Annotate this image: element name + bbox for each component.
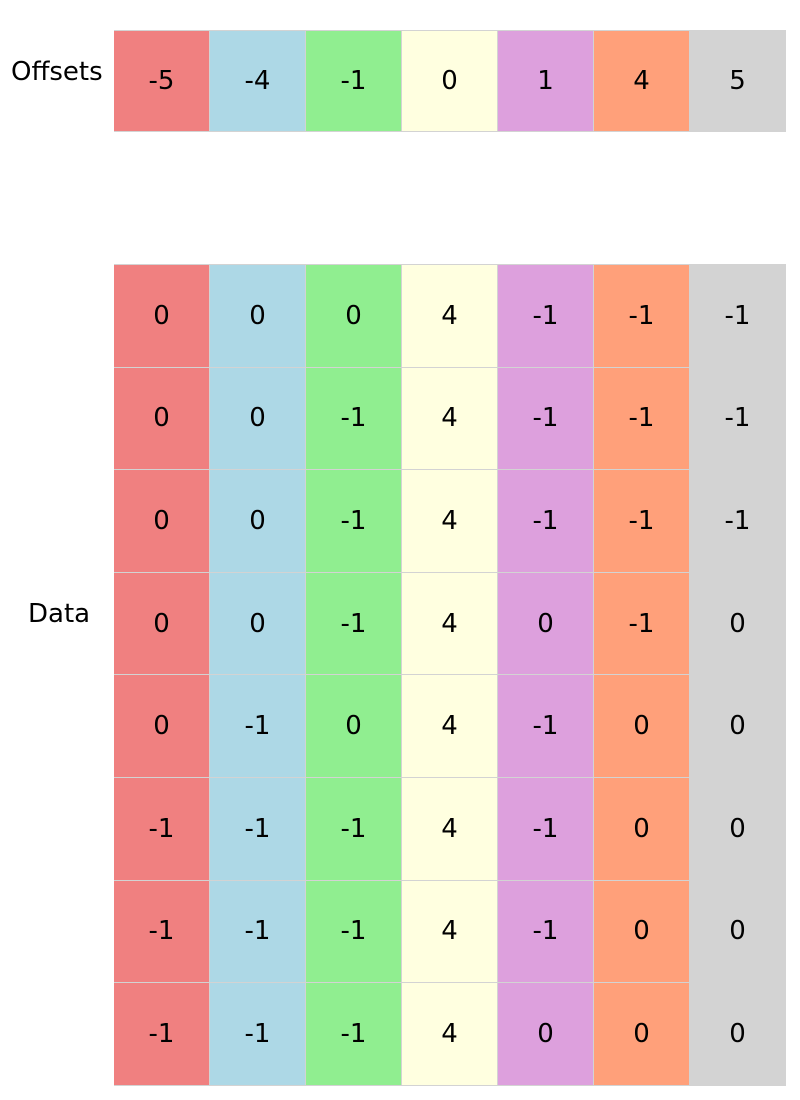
data-cell: 0 [114, 572, 210, 676]
data-cell: -1 [498, 777, 594, 881]
data-cell: 0 [210, 367, 306, 471]
data-cell: 0 [498, 983, 594, 1086]
data-cell: 4 [402, 470, 498, 573]
data-cell: -1 [114, 983, 210, 1086]
data-cell: -1 [114, 880, 210, 984]
data-cell: 4 [402, 675, 498, 778]
data-cell: 0 [210, 572, 306, 676]
data-cell: 4 [402, 880, 498, 984]
data-cell: 0 [114, 265, 210, 368]
data-cell: -1 [306, 572, 402, 676]
data-cell: 0 [690, 983, 786, 1086]
data-cell: 0 [210, 470, 306, 573]
data-cell: 4 [402, 777, 498, 881]
offset-cell: 0 [402, 31, 498, 132]
data-cell: -1 [210, 675, 306, 778]
offsets-label: Offsets [11, 57, 103, 87]
offset-cell: -4 [210, 31, 306, 132]
data-cell: -1 [210, 983, 306, 1086]
data-cell: -1 [498, 880, 594, 984]
data-cell: -1 [594, 367, 690, 471]
data-cell: -1 [594, 572, 690, 676]
data-cell: 0 [594, 880, 690, 984]
data-cell: 0 [690, 777, 786, 881]
data-cell: 0 [594, 983, 690, 1086]
data-label: Data [28, 599, 91, 629]
data-cell: 0 [690, 880, 786, 984]
data-cell: 0 [498, 572, 594, 676]
data-cell: -1 [306, 777, 402, 881]
data-cell: 0 [114, 367, 210, 471]
data-cell: -1 [690, 265, 786, 368]
data-cell: 4 [402, 983, 498, 1086]
data-cell: -1 [594, 265, 690, 368]
data-cell: 0 [690, 572, 786, 676]
data-cell: 0 [690, 675, 786, 778]
data-cell: -1 [498, 367, 594, 471]
offset-cell: 4 [594, 31, 690, 132]
data-cell: -1 [498, 265, 594, 368]
data-cell: -1 [306, 880, 402, 984]
data-cell: 0 [594, 675, 690, 778]
data-cell: 0 [306, 265, 402, 368]
data-cell: -1 [114, 777, 210, 881]
data-cell: -1 [210, 880, 306, 984]
data-cell: -1 [306, 367, 402, 471]
offsets-grid: -5 -4 -1 0 1 4 5 [114, 30, 786, 132]
offset-cell: -5 [114, 31, 210, 132]
data-cell: -1 [690, 367, 786, 471]
data-cell: 4 [402, 572, 498, 676]
data-cell: 0 [594, 777, 690, 881]
offset-cell: 5 [690, 31, 786, 132]
data-cell: -1 [498, 470, 594, 573]
data-cell: -1 [690, 470, 786, 573]
data-cell: 0 [306, 675, 402, 778]
data-cell: -1 [306, 470, 402, 573]
data-cell: -1 [594, 470, 690, 573]
data-cell: 4 [402, 367, 498, 471]
offset-cell: -1 [306, 31, 402, 132]
data-cell: -1 [210, 777, 306, 881]
data-cell: 0 [210, 265, 306, 368]
data-cell: -1 [306, 983, 402, 1086]
data-cell: -1 [498, 675, 594, 778]
data-cell: 0 [114, 675, 210, 778]
offset-cell: 1 [498, 31, 594, 132]
data-grid: 0 0 0 4 -1 -1 -1 0 0 -1 4 -1 -1 -1 0 0 -1 4 -1 -1 -1 0 0 -1 4 0 -1… [114, 264, 786, 1086]
data-cell: 0 [114, 470, 210, 573]
data-cell: 4 [402, 265, 498, 368]
